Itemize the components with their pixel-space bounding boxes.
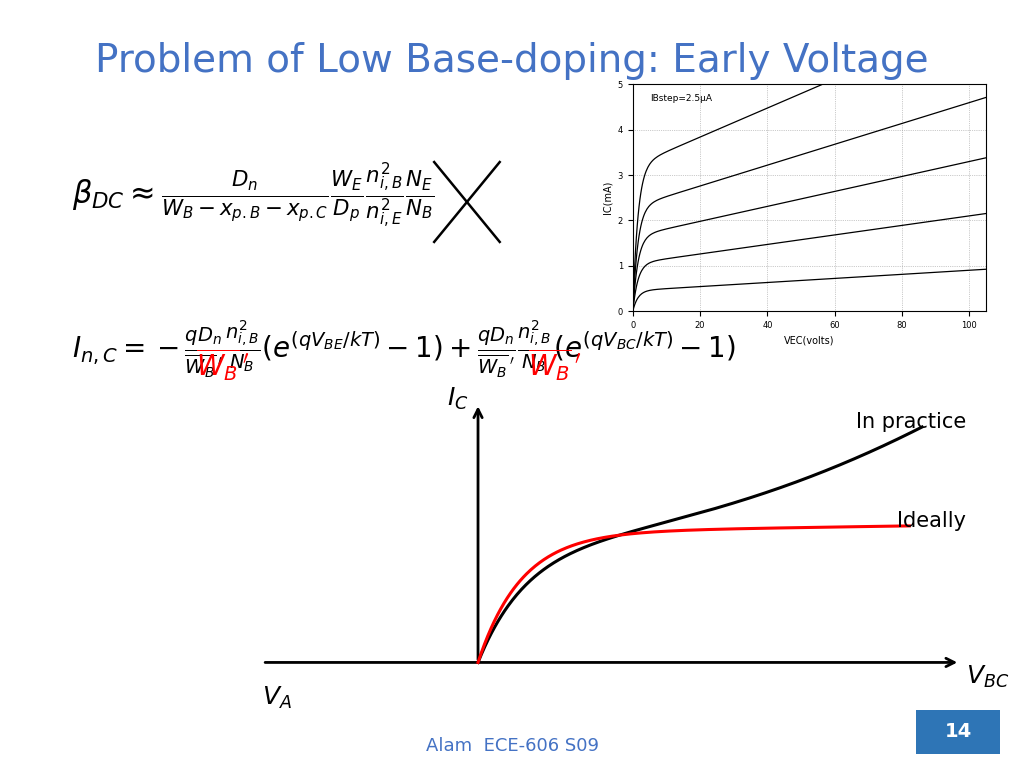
Text: $I_{n,C} = -\frac{qD_n}{\overline{W_B}\,'}\frac{n^2_{i,B}}{N_B}(e^{(qV_{BE}/kT)}: $I_{n,C} = -\frac{qD_n}{\overline{W_B}\,… bbox=[72, 319, 735, 380]
Text: IBstep=2.5μA: IBstep=2.5μA bbox=[650, 94, 713, 103]
Text: $I_C$: $I_C$ bbox=[446, 386, 469, 412]
Text: Problem of Low Base-doping: Early Voltage: Problem of Low Base-doping: Early Voltag… bbox=[95, 42, 929, 80]
Text: Alam  ECE-606 S09: Alam ECE-606 S09 bbox=[426, 737, 598, 756]
FancyBboxPatch shape bbox=[909, 706, 1008, 758]
Text: $\beta_{DC} \approx \frac{D_n}{W_B - x_{p.B} - x_{p.C}}\frac{W_E}{D_p}\frac{n^2_: $\beta_{DC} \approx \frac{D_n}{W_B - x_{… bbox=[72, 161, 434, 231]
X-axis label: VEC(volts): VEC(volts) bbox=[784, 336, 835, 346]
Text: Ideally: Ideally bbox=[897, 511, 967, 531]
Text: $\overline{W_B}\,'$: $\overline{W_B}\,'$ bbox=[197, 346, 250, 383]
Text: $V_A$: $V_A$ bbox=[262, 684, 292, 711]
Text: 14: 14 bbox=[945, 723, 972, 741]
Y-axis label: IC(mA): IC(mA) bbox=[602, 181, 612, 214]
Text: $\overline{W_B}\,'$: $\overline{W_B}\,'$ bbox=[528, 346, 582, 383]
Text: $V_{BC}$: $V_{BC}$ bbox=[967, 664, 1010, 690]
Text: In practice: In practice bbox=[856, 412, 967, 432]
